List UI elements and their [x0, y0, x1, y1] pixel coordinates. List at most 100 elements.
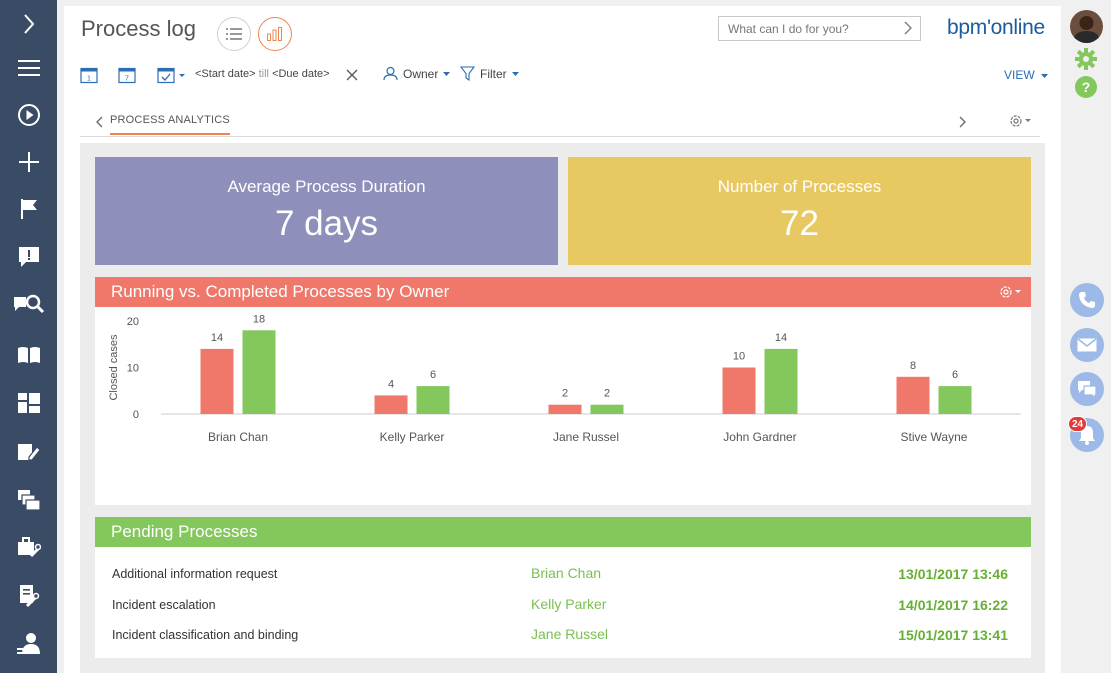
avatar[interactable]: [1070, 10, 1103, 43]
page-title: Process log: [81, 16, 196, 41]
chat-icon: [1078, 381, 1097, 398]
email-button[interactable]: [1070, 328, 1104, 362]
process-owner-link[interactable]: Kelly Parker: [531, 596, 607, 612]
run-process-button[interactable]: [0, 95, 57, 135]
chart-bar: [374, 395, 408, 414]
data-label: 2: [604, 388, 610, 400]
owner-filter-button[interactable]: Owner: [383, 66, 451, 81]
sidebar-item-folders[interactable]: [0, 480, 57, 520]
chart-bar: [896, 376, 930, 414]
phone-button[interactable]: [1070, 283, 1104, 317]
plus-icon: [18, 152, 39, 172]
data-label: 10: [733, 351, 745, 363]
data-label: 2: [562, 388, 568, 400]
process-date: 15/01/2017 13:41: [898, 627, 1008, 643]
process-date: 13/01/2017 13:46: [898, 566, 1008, 582]
process-name: Incident classification and binding: [112, 628, 299, 642]
data-label: 8: [910, 360, 916, 372]
command-search-input[interactable]: What can I do for you?: [718, 16, 921, 41]
owner-filter-label: Owner: [403, 66, 439, 81]
process-owner-link[interactable]: Jane Russel: [531, 626, 609, 642]
process-date: 14/01/2017 16:22: [898, 597, 1008, 613]
chart-bar: [200, 348, 234, 414]
chart-bar: [722, 367, 756, 414]
sidebar-item-dashboards[interactable]: [0, 383, 57, 423]
view-menu-button[interactable]: VIEW: [1004, 68, 1049, 82]
kpi-value: 7 days: [274, 204, 379, 243]
chevron-right-icon[interactable]: [959, 116, 967, 128]
x-tick-label: Kelly Parker: [380, 430, 445, 444]
chart-title: Running vs. Completed Processes by Owner: [111, 282, 450, 301]
help-button[interactable]: ?: [1075, 76, 1097, 103]
data-label: 6: [430, 369, 436, 381]
process-owner-link[interactable]: Brian Chan: [531, 565, 602, 581]
calendar-range-icon[interactable]: [157, 66, 187, 84]
kpi-label: Average Process Duration: [227, 177, 426, 196]
filter-button[interactable]: Filter: [460, 66, 519, 81]
settings-button[interactable]: [1075, 48, 1097, 75]
tab-strip: PROCESS ANALYTICS: [80, 110, 1040, 137]
menu-button[interactable]: [0, 48, 57, 88]
brand-logo: bpm'online: [947, 16, 1045, 39]
play-circle-icon: [17, 104, 40, 126]
sidebar-item-orders[interactable]: [0, 432, 57, 472]
kpi-label: Number of Processes: [717, 177, 882, 196]
svg-text:1: 1: [87, 76, 91, 83]
calendar-week-icon[interactable]: 7: [118, 66, 136, 84]
start-date-input[interactable]: <Start date> till <Due date>: [195, 68, 330, 80]
y-tick-label: 0: [133, 409, 139, 421]
dashboard-area: Average Process Duration 7 days Number o…: [80, 143, 1045, 673]
expand-sidebar-button[interactable]: [0, 4, 57, 44]
chart-settings-button[interactable]: [999, 284, 1023, 304]
filter-bar: 1 7 <Start date> till <Due date> Owner F…: [80, 66, 1040, 86]
edit-document-icon: [17, 444, 41, 461]
due-date-label: <Due date>: [272, 68, 330, 80]
chat-search-icon: [13, 294, 44, 314]
data-label: 14: [775, 332, 787, 344]
chart-bar: [590, 404, 624, 414]
table-row[interactable]: Incident classification and binding Jane …: [95, 624, 1031, 648]
calendar-day-icon[interactable]: 1: [80, 66, 98, 84]
flag-icon: [20, 199, 37, 219]
sidebar-item-search-knowledge[interactable]: [0, 285, 57, 325]
table-row[interactable]: Additional information request Brian Chan…: [95, 563, 1031, 587]
chart-card: Running vs. Completed Processes by Owner…: [95, 277, 1031, 505]
pending-header: Pending Processes: [95, 517, 1031, 547]
gear-icon: [1075, 48, 1097, 70]
sidebar-item-users[interactable]: [0, 624, 57, 664]
pending-processes-card: Pending Processes Additional information…: [95, 517, 1031, 658]
list-view-button[interactable]: [217, 17, 251, 51]
user-admin-icon: [16, 633, 40, 654]
add-button[interactable]: [0, 142, 57, 182]
sidebar-item-cases[interactable]: [0, 237, 57, 277]
kpi-average-duration: Average Process Duration 7 days: [95, 157, 558, 265]
bar-chart-icon: [267, 27, 282, 41]
funnel-icon: [460, 66, 475, 81]
gear-icon: [1000, 286, 1021, 298]
mail-icon: [1077, 338, 1097, 352]
table-row[interactable]: Incident escalation Kelly Parker 14/01/201…: [95, 594, 1031, 618]
tab-process-analytics[interactable]: PROCESS ANALYTICS: [110, 114, 230, 135]
caret-down-icon: [511, 71, 519, 76]
chart-bar: [938, 386, 972, 414]
sidebar-item-service[interactable]: [0, 527, 57, 567]
hamburger-icon: [17, 60, 40, 76]
chevron-left-icon[interactable]: [95, 116, 103, 128]
book-icon: [17, 347, 40, 363]
chart-bar: [548, 404, 582, 414]
dashboard-settings-button[interactable]: [1009, 114, 1033, 133]
sidebar-item-knowledge-base[interactable]: [0, 335, 57, 375]
data-label: 14: [211, 332, 223, 344]
x-tick-label: Brian Chan: [208, 430, 268, 444]
phone-icon: [1079, 292, 1095, 308]
data-label: 6: [952, 369, 958, 381]
clear-dates-icon[interactable]: [346, 69, 358, 81]
document-wrench-icon: [19, 585, 39, 608]
caret-down-icon: [443, 71, 451, 76]
filter-label: Filter: [480, 66, 507, 81]
analytics-view-button[interactable]: [258, 17, 292, 51]
sidebar-item-configuration[interactable]: [0, 576, 57, 616]
data-label: 18: [253, 313, 265, 325]
sidebar-item-flag[interactable]: [0, 189, 57, 229]
chat-button[interactable]: [1070, 372, 1104, 406]
